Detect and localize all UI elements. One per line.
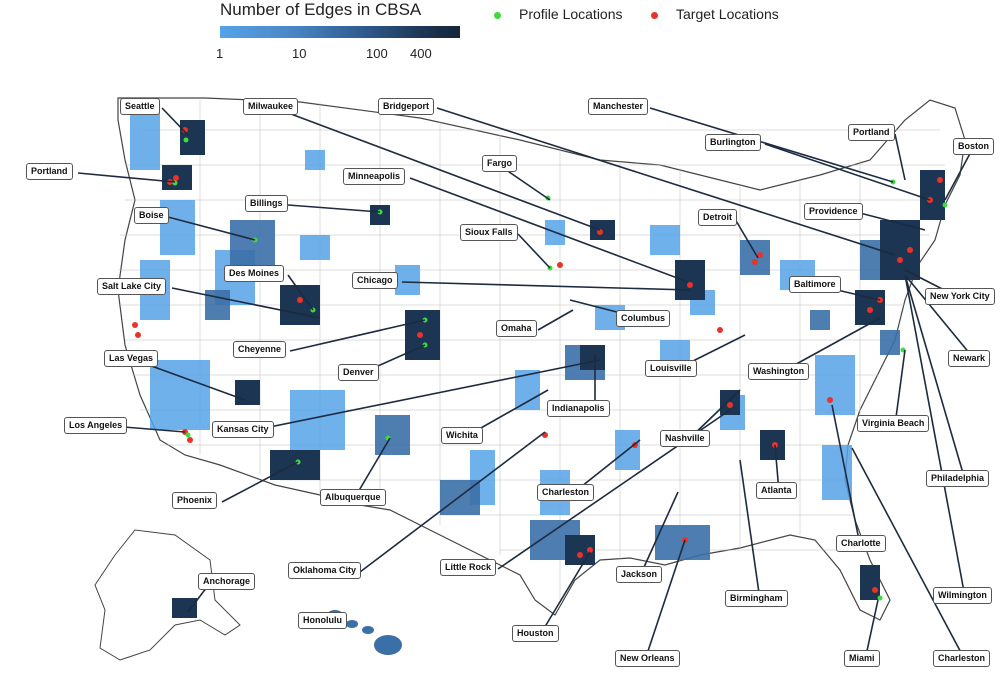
label-oklahoma-city: Oklahoma City [288,562,362,579]
label-cheyenne: Cheyenne [233,341,287,358]
cbsa-mid [205,220,900,560]
label-seattle: Seattle [120,98,160,115]
label-fargo: Fargo [482,155,518,172]
profile-legend-label: Profile Locations [519,6,623,22]
legend-tick-400: 400 [410,46,432,61]
label-birmingham: Birmingham [725,590,788,607]
label-las-vegas: Las Vegas [104,350,159,367]
label-denver: Denver [338,364,379,381]
label-los-angeles: Los Angeles [64,417,128,434]
label-new-orleans: New Orleans [615,650,680,667]
label-manchester: Manchester [588,98,649,115]
label-des-moines: Des Moines [224,265,285,282]
label-salt-lake-city: Salt Lake City [97,278,167,295]
legend-tick-1: 1 [216,46,224,61]
label-new-york-city: New York City [925,288,995,305]
label-columbus: Columbus [616,310,670,327]
label-little-rock: Little Rock [440,559,497,576]
legend-tick-100: 100 [366,46,388,61]
target-legend-dot [651,12,658,19]
cbsa-high [162,120,945,600]
label-anchorage: Anchorage [198,573,256,590]
label-charleston-sc: Charleston [933,650,991,667]
legend-color-scale [220,26,460,38]
label-baltimore: Baltimore [789,276,841,293]
legend-title: Number of Edges in CBSA [220,0,422,19]
label-boston: Boston [953,138,994,155]
legend-tick-10: 10 [292,46,307,61]
label-washington: Washington [748,363,810,380]
label-omaha: Omaha [496,320,537,337]
label-charlotte: Charlotte [836,535,886,552]
label-albuquerque: Albuquerque [320,489,386,506]
label-philadelphia: Philadelphia [926,470,990,487]
county-grid [118,100,945,600]
label-chicago: Chicago [352,272,398,289]
label-miami: Miami [844,650,880,667]
label-charleston-wv: Charleston [537,484,595,501]
label-portland-or: Portland [26,163,73,180]
anchorage-region [172,598,197,618]
label-phoenix: Phoenix [172,492,218,509]
label-jackson: Jackson [616,566,663,583]
target-legend-label: Target Locations [676,6,779,22]
alaska-outline [94,529,241,661]
label-sioux-falls: Sioux Falls [460,224,518,241]
label-nashville: Nashville [660,430,710,447]
label-newark: Newark [948,350,991,367]
label-atlanta: Atlanta [756,482,797,499]
label-wichita: Wichita [441,427,483,444]
label-minneapolis: Minneapolis [343,168,406,185]
label-billings: Billings [245,195,288,212]
label-boise: Boise [134,207,169,224]
label-kansas-city: Kansas City [212,421,274,438]
label-bridgeport: Bridgeport [378,98,434,115]
label-houston: Houston [512,625,559,642]
label-virginia-beach: Virginia Beach [857,415,930,432]
label-detroit: Detroit [698,209,737,226]
leader-lines [77,107,976,661]
label-burlington: Burlington [705,134,761,151]
label-providence: Providence [804,203,863,220]
label-milwaukee: Milwaukee [243,98,299,115]
label-portland-me: Portland [848,124,895,141]
label-indianapolis: Indianapolis [547,400,610,417]
label-honolulu: Honolulu [298,612,347,629]
label-louisville: Louisville [645,360,697,377]
label-wilmington: Wilmington [933,587,992,604]
profile-legend-dot [494,12,501,19]
